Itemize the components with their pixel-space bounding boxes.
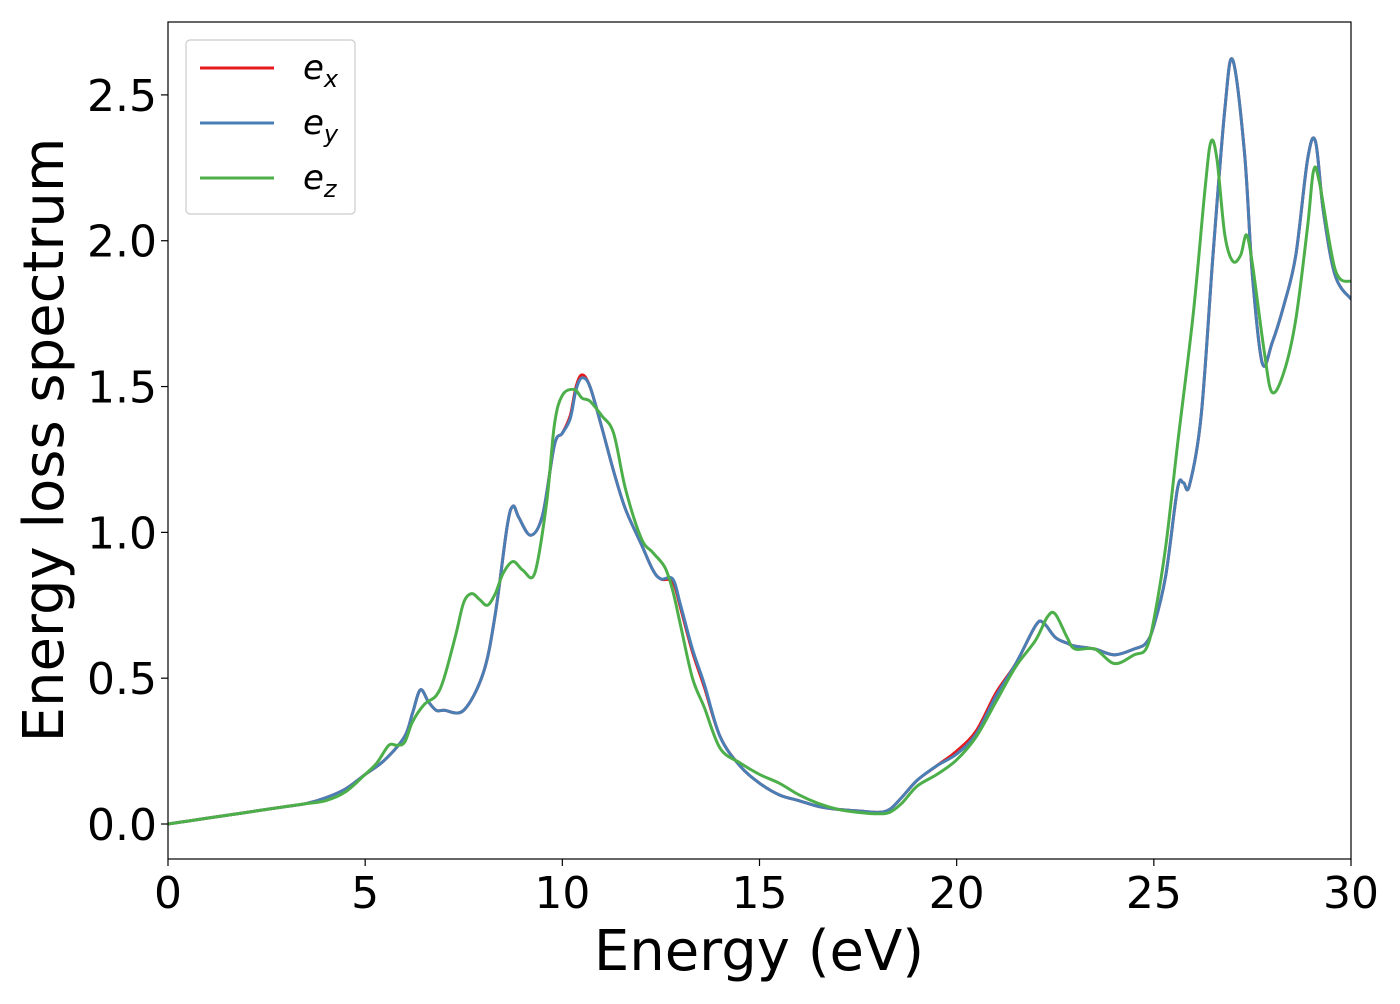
y-tick-label: 1.5 <box>87 363 157 414</box>
x-tick-label: 5 <box>351 868 379 919</box>
x-axis-ticks: 0 5 10 15 20 25 30 <box>154 859 1379 919</box>
y-tick-label: 0.0 <box>87 800 157 851</box>
y-axis-ticks: 0.0 0.5 1.0 1.5 2.0 2.5 <box>87 71 168 851</box>
legend-label-subscript: x <box>323 65 339 93</box>
legend-label-base: e <box>303 48 324 88</box>
x-tick-label: 0 <box>154 868 182 919</box>
x-tick-label: 20 <box>929 868 985 919</box>
legend-label-subscript: y <box>323 120 339 148</box>
series-group <box>168 57 1351 826</box>
y-tick-label: 1.0 <box>87 508 157 559</box>
legend-label-ez: ez <box>303 158 338 203</box>
y-tick-label: 2.5 <box>87 71 157 122</box>
x-tick-label: 15 <box>732 868 788 919</box>
legend-label-base: e <box>303 158 324 198</box>
legend-label-subscript: z <box>323 175 338 203</box>
x-tick-label: 30 <box>1323 868 1379 919</box>
x-tick-label: 10 <box>534 868 590 919</box>
legend-label-ex: ex <box>303 48 339 93</box>
legend-label-ey: ey <box>303 103 339 148</box>
legend-box <box>185 39 356 215</box>
x-tick-label: 25 <box>1126 868 1182 919</box>
y-tick-label: 0.5 <box>87 654 157 705</box>
series-line-ez <box>168 138 1351 826</box>
y-axis-title: Energy loss spectrum <box>12 138 77 743</box>
legend-label-base: e <box>303 103 324 143</box>
y-tick-label: 2.0 <box>87 217 157 268</box>
x-axis-title: Energy (eV) <box>594 919 924 984</box>
